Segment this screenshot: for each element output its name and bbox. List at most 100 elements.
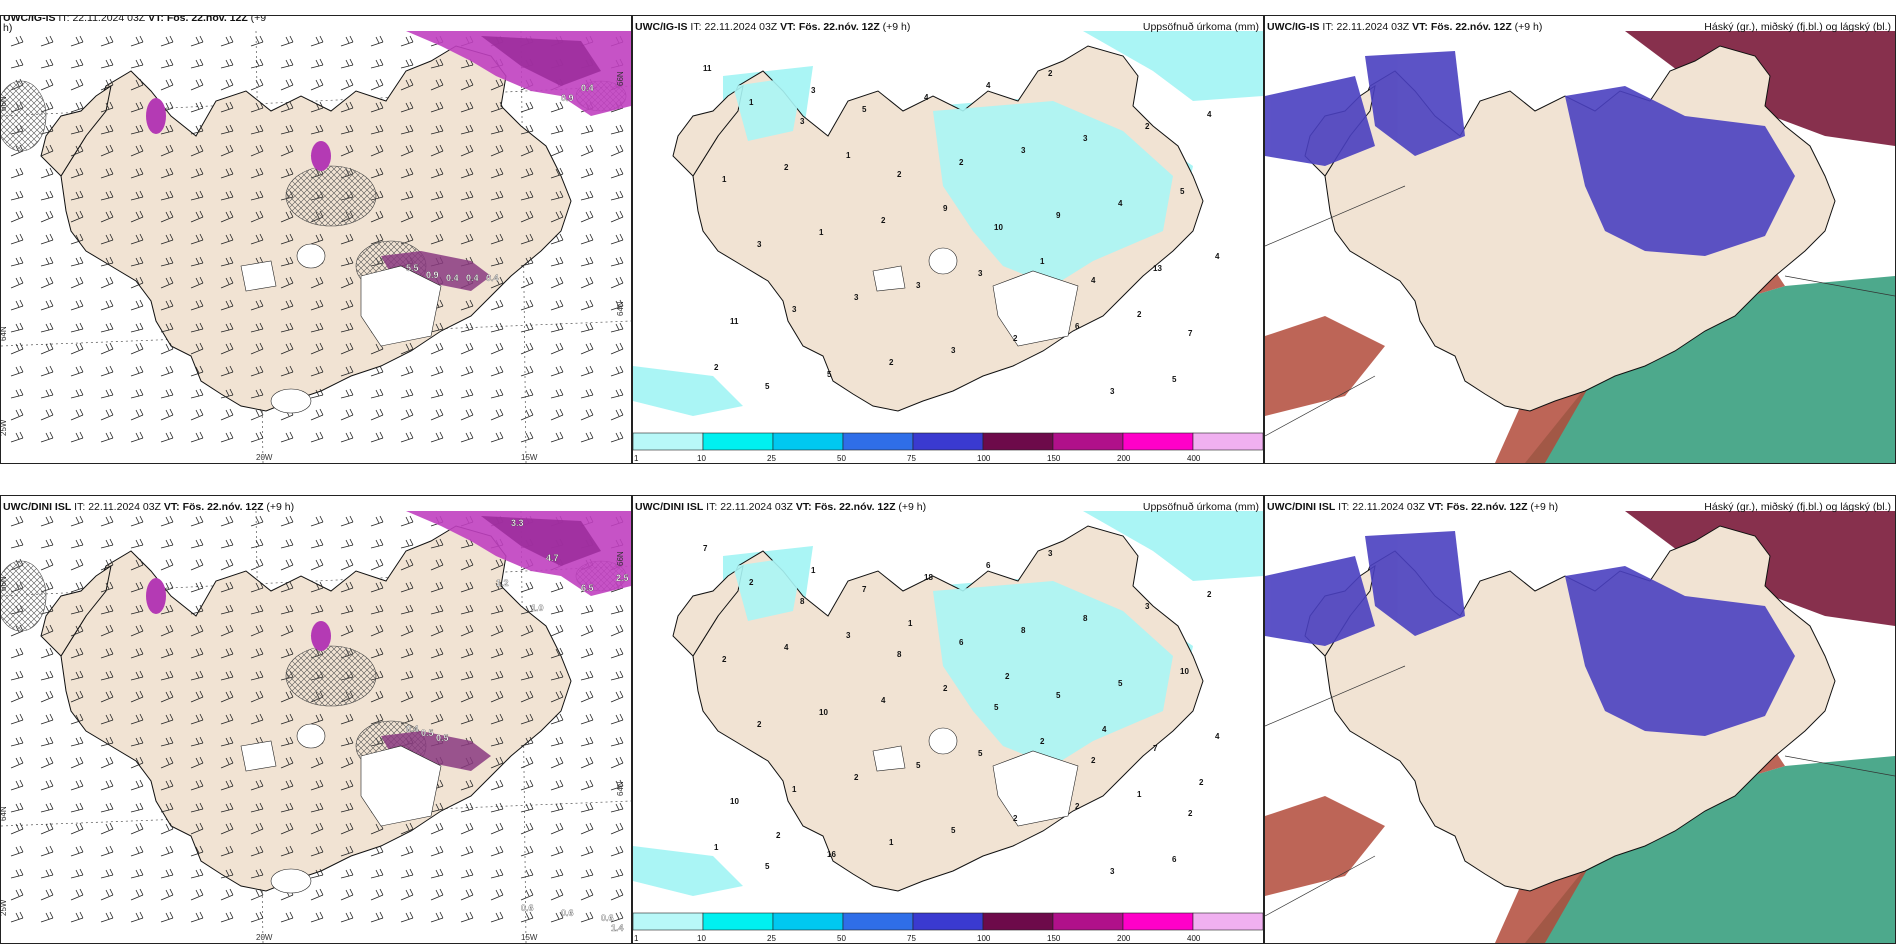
colorbar-swatch	[1122, 432, 1194, 451]
precip-over-land	[933, 581, 1173, 766]
lon-label: 15W	[521, 453, 538, 462]
precip-value: 5	[994, 703, 999, 712]
precip-value: 3	[1048, 549, 1053, 558]
wind-precip-label: 0.9	[426, 270, 439, 280]
precip-value: 1	[1137, 790, 1142, 799]
colorbar-tick: 100	[977, 454, 991, 463]
wind-precip-label: 1.4	[611, 923, 624, 933]
colorbar-swatch	[982, 912, 1054, 931]
precip-value: 3	[1021, 146, 1026, 155]
map-boundary-lines	[1265, 665, 1895, 917]
colorbar-swatch	[772, 432, 844, 451]
precip-value: 6	[959, 638, 964, 647]
colorbar-tick: 100	[977, 934, 991, 943]
wind-precip-label: 0.4	[486, 273, 499, 283]
precip-value: 5	[1118, 679, 1123, 688]
precip-value: 2	[1013, 814, 1018, 823]
lon-label: 20W	[256, 933, 273, 942]
wind-precip-label: 6.5	[581, 583, 594, 593]
map-wind-dini: 3.34.76.52.51.21.00.4 0.5 0.50.6 0.6 0.61.42…	[1, 510, 631, 943]
precip-value: 5	[827, 370, 832, 379]
precip-value: 2	[749, 578, 754, 587]
lat-label: 25W	[1, 419, 8, 436]
lat-label: 66N	[616, 551, 625, 566]
precip-value: 8	[1083, 614, 1088, 623]
precip-value: 2	[1048, 69, 1053, 78]
precip-value: 9	[943, 204, 948, 213]
precip-value: 2	[1091, 756, 1096, 765]
map-precip-igis: 1132104755291311543443243533322113234223…	[633, 31, 1263, 463]
precip-value: 5	[951, 826, 956, 835]
colorbar-swatch	[842, 432, 914, 451]
panel-title-wrap: h)	[3, 22, 13, 34]
panel-field-title: Háský (gr.), miðský (fj.bl.) og lágský (…	[1704, 21, 1891, 33]
wind-precip-label: 4.7	[546, 553, 559, 563]
precip-value: 2	[1207, 590, 1212, 599]
colorbar-swatch	[842, 912, 914, 931]
precip-value: 10	[994, 223, 1003, 232]
lat-label: 64N	[616, 301, 625, 316]
precip-value: 10	[1180, 667, 1189, 676]
precip-value: 5	[765, 862, 770, 871]
panel-title: UWC/IG-IS IT: 22.11.2024 03Z VT: Fös. 22…	[3, 15, 267, 24]
precip-value: 18	[924, 573, 933, 582]
panel-title: UWC/DINI ISL IT: 22.11.2024 03Z VT: Fös.…	[635, 501, 927, 513]
wind-precip-label: 0.6	[601, 913, 614, 923]
colorbar-swatch	[633, 432, 704, 451]
panel-precip-igis: 11 3 2 10 4 7 5 5 2 9 13 11 5 4 3 4 4 3 2 4 3 5 3 3 3 2 2 1 1 3 2 3 4 2 2 3…	[632, 15, 1264, 464]
precip-value: 5	[1172, 375, 1177, 384]
colorbar-tick: 25	[767, 934, 776, 943]
precip-value: 8	[1021, 626, 1026, 635]
precip-value: 5	[1056, 691, 1061, 700]
precip-value: 2	[1005, 672, 1010, 681]
panel-cloud-igis: UWC/IG-IS IT: 22.11.2024 03Z VT: Fös. 22…	[1264, 15, 1896, 464]
colorbar: 1 10 25 50 75 100 150 200 400	[633, 912, 1263, 943]
precip-value: 7	[862, 585, 867, 594]
colorbar-tick: 150	[1047, 934, 1061, 943]
glacier-outlines	[872, 727, 1079, 827]
colorbar-swatch	[702, 432, 774, 451]
panel-precip-dini: 7 8 8 5 2 2 5 7 6 5 7 10 16 18 8 5 4 1 1 6 8 10 2 2 5 3 3 2 10 5 2 3 2 4 4…	[632, 495, 1264, 944]
colorbar-tick: 75	[907, 454, 916, 463]
precip-value: 5	[765, 382, 770, 391]
axis-labels: 20W 15W 66N 64N 25W 66N 64N	[1, 551, 625, 942]
lon-label: 15W	[521, 933, 538, 942]
glacier-outlines	[240, 723, 442, 894]
precip-value: 8	[800, 597, 805, 606]
wind-precip-label: 0.5	[436, 733, 449, 743]
precip-value: 1	[889, 838, 894, 847]
precip-value: 2	[1040, 737, 1045, 746]
lat-label: 64N	[1, 326, 8, 341]
colorbar-tick: 50	[837, 934, 846, 943]
panel-title: UWC/DINI ISL IT: 22.11.2024 03Z VT: Fös.…	[1267, 501, 1559, 513]
colorbar-tick: 75	[907, 934, 916, 943]
precip-value: 3	[800, 117, 805, 126]
precip-over-land	[933, 101, 1173, 286]
precip-value: 3	[846, 631, 851, 640]
panel-wind-igis: 5.5 0.9 0.4 0.4 0.4 0.9 0.4 20W 15W 66N 64N 25W 66N 6…	[0, 15, 632, 464]
lat-label: 64N	[616, 781, 625, 796]
precip-value: 5	[916, 761, 921, 770]
precip-value: 3	[757, 240, 762, 249]
wind-precip-label: 0.4	[581, 83, 594, 93]
low-cloud	[1265, 51, 1795, 256]
precip-value: 2	[854, 773, 859, 782]
precip-value: 4	[1091, 276, 1096, 285]
wind-precip-label: 5.5	[406, 263, 419, 273]
precip-value: 5	[978, 749, 983, 758]
precip-value: 1	[811, 566, 816, 575]
colorbar-swatch	[772, 912, 844, 931]
precip-value: 2	[1137, 310, 1142, 319]
precip-value: 4	[1215, 252, 1220, 261]
colorbar-tick: 150	[1047, 454, 1061, 463]
glacier-outlines	[872, 247, 1079, 347]
colorbar-swatch	[633, 912, 704, 931]
precip-value: 5	[1180, 187, 1185, 196]
map-boundary-lines	[1265, 185, 1895, 437]
precip-value: 3	[951, 346, 956, 355]
precip-value: 4	[1207, 110, 1212, 119]
precip-value: 1	[722, 175, 727, 184]
westfjords-landmass	[40, 564, 112, 657]
panel-title: UWC/IG-IS IT: 22.11.2024 03Z VT: Fös. 22…	[635, 21, 911, 33]
precip-value: 9	[1056, 211, 1061, 220]
